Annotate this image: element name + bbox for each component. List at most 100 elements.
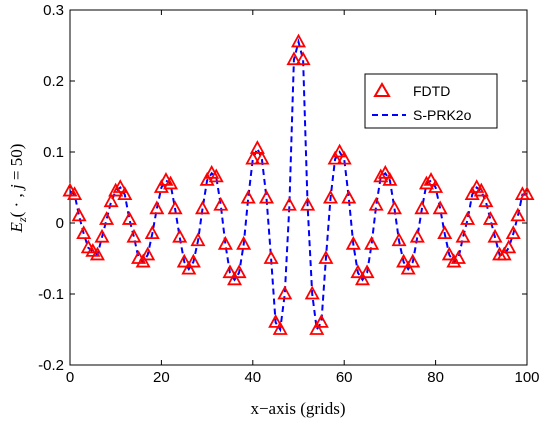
x-tick-label: 0: [66, 369, 74, 386]
fdtd-point: [254, 150, 270, 165]
fdtd-point: [286, 51, 302, 66]
fdtd-point: [67, 186, 83, 200]
legend-box: [364, 73, 498, 129]
fdtd-point: [446, 253, 462, 268]
fdtd-point: [400, 260, 416, 275]
fdtd-point: [368, 196, 384, 211]
fdtd-point: [140, 246, 156, 261]
fdtd-point: [149, 200, 165, 215]
y-tick-label: 0.1: [43, 144, 64, 161]
fdtd-point: [94, 228, 110, 243]
fdtd-point: [313, 314, 329, 328]
fdtd-point: [121, 211, 137, 225]
fdtd-point: [322, 189, 339, 204]
fdtd-point: [163, 175, 179, 190]
fdtd-point: [199, 172, 215, 186]
fdtd-point: [240, 189, 256, 204]
fdtd-point: [441, 246, 457, 261]
y-tick-label: -0.1: [38, 286, 64, 303]
fdtd-point: [195, 200, 211, 215]
plot-area: [69, 9, 528, 366]
fdtd-point: [236, 235, 252, 250]
fdtd-point: [437, 225, 453, 240]
fdtd-point: [126, 228, 142, 243]
fdtd-point: [341, 189, 357, 204]
fdtd-point: [300, 196, 316, 211]
fdtd-point: [478, 193, 494, 208]
x-tick-label: 40: [244, 369, 261, 386]
fdtd-point: [450, 250, 466, 264]
fdtd-point: [290, 33, 307, 48]
fdtd-point: [409, 228, 425, 243]
fdtd-point: [345, 235, 361, 250]
fdtd-point: [464, 186, 480, 200]
fdtd-point: [190, 232, 206, 247]
x-tick-label: 80: [427, 369, 444, 386]
fdtd-point: [336, 150, 352, 165]
s-prk2o-series-line: [69, 37, 527, 333]
fdtd-point: [272, 321, 288, 335]
fdtd-point: [354, 271, 370, 286]
legend-fdtd-label: FDTD: [413, 83, 450, 99]
fdtd-point: [405, 253, 421, 268]
fdtd-point: [318, 250, 334, 264]
fdtd-point: [309, 321, 325, 335]
fdtd-point: [277, 285, 293, 300]
fdtd-point: [418, 175, 434, 190]
x-tick-label: 20: [153, 369, 170, 386]
fdtd-point: [304, 285, 320, 300]
fdtd-point: [176, 253, 192, 268]
legend-fdtd-marker: [373, 82, 391, 97]
fdtd-point: [482, 211, 498, 225]
fdtd-point: [423, 172, 439, 186]
fdtd-point: [167, 200, 183, 215]
x-tick-label: 100: [514, 369, 539, 386]
y-tick-label: 0: [56, 215, 64, 232]
fdtd-point: [428, 179, 444, 193]
fdtd-point: [487, 228, 503, 243]
fdtd-point: [172, 228, 188, 243]
fdtd-series-markers: [62, 33, 535, 335]
fdtd-point: [364, 235, 380, 250]
fdtd-point: [519, 186, 535, 200]
axis-ticks: [69, 9, 528, 366]
fdtd-point: [501, 239, 517, 254]
fdtd-point: [217, 235, 233, 250]
fdtd-point: [386, 200, 402, 215]
fdtd-point: [460, 211, 476, 225]
fdtd-point: [71, 207, 87, 222]
fdtd-point: [144, 225, 160, 240]
fdtd-point: [249, 140, 265, 154]
fdtd-point: [505, 225, 521, 240]
fdtd-point: [359, 264, 375, 279]
fdtd-point: [263, 250, 279, 264]
x-axis-label: x−axis (grids): [250, 399, 345, 418]
y-tick-label: 0.3: [43, 2, 64, 19]
fdtd-point: [295, 51, 311, 66]
fdtd-point: [231, 264, 247, 279]
fdtd-point: [153, 179, 169, 193]
y-tick-label: -0.2: [38, 357, 64, 374]
fdtd-point: [377, 164, 393, 179]
x-tick-label: 60: [336, 369, 353, 386]
fdtd-point: [414, 200, 430, 215]
fdtd-point: [89, 246, 105, 261]
fdtd-point: [510, 207, 526, 222]
fdtd-point: [245, 150, 261, 165]
fdtd-point: [258, 189, 275, 204]
fdtd-point: [382, 172, 398, 186]
fdtd-point: [112, 179, 128, 193]
fdtd-point: [99, 211, 115, 225]
fdtd-point: [281, 196, 297, 211]
fdtd-point: [473, 182, 489, 197]
fdtd-point: [76, 225, 92, 240]
axis-tick-labels: 0 20 40 60 80 100 -0.2 -0.1 0 0.1 0.2 0.3: [38, 2, 539, 386]
fdtd-point: [496, 246, 512, 261]
fdtd-point: [455, 228, 471, 243]
fdtd-point: [327, 150, 343, 165]
fdtd-point: [268, 314, 284, 328]
fdtd-point: [117, 186, 133, 200]
y-axis-label: Ez( · , j = 50): [7, 144, 29, 234]
legend-s-prk2o-label: S-PRK2o: [413, 107, 472, 123]
